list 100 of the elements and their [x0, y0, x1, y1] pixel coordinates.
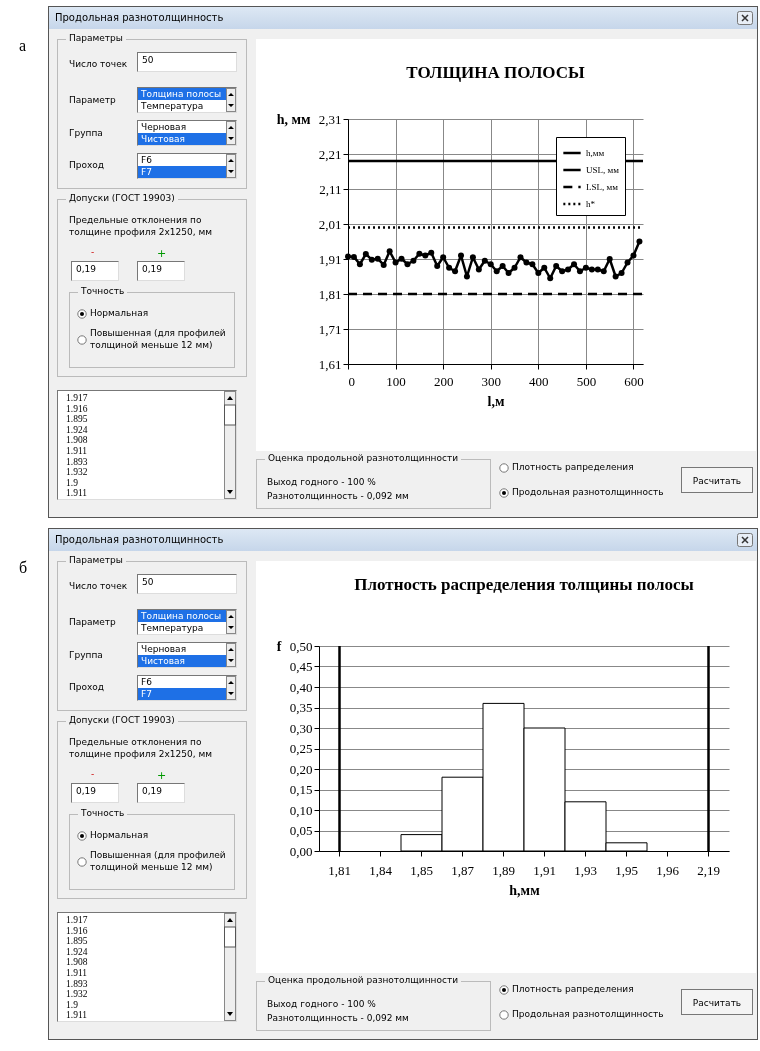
y-tick-label: 0,35 — [289, 700, 313, 715]
text: Предельные отклонения по толщине профиля 2x1250, мм — [69, 214, 214, 238]
text: Число точек — [69, 59, 128, 69]
y-tick-label: 2,21 — [318, 146, 342, 162]
point — [446, 264, 453, 271]
text: Плотность рапределения — [512, 462, 634, 472]
text: Температура — [140, 622, 205, 634]
text: Предельные отклонения по толщине профиля 2x1250, мм — [69, 736, 214, 760]
text: Допуски (ГОСТ 19903) — [66, 193, 178, 203]
point — [594, 266, 601, 273]
text: 1.924 — [66, 424, 88, 435]
y-tick-label: 0,10 — [289, 802, 313, 818]
text: Оценка продольной разнотолщинности — [265, 975, 461, 985]
text: Параметр — [69, 617, 116, 627]
text: Черновая — [140, 121, 188, 133]
y-tick-label: 0,20 — [289, 761, 313, 777]
x-tick-label: 500 — [576, 373, 597, 389]
legend-label: h* — [586, 199, 596, 209]
y-tick-label: 0,30 — [289, 720, 313, 736]
y-tick-label: 0,45 — [289, 659, 313, 674]
x-tick-label: 200 — [433, 373, 454, 389]
point — [428, 249, 435, 256]
text: Продольная разнотолщинность — [55, 11, 224, 25]
y-tick-label: 0,05 — [289, 823, 313, 838]
point — [345, 253, 351, 260]
y-tick-label: 0,25 — [289, 741, 313, 756]
text: Расчитать — [681, 989, 753, 1015]
text: Чистовая — [138, 133, 226, 145]
point — [576, 268, 583, 275]
text: 1.908 — [66, 957, 88, 968]
x-axis-title: h,мм — [509, 882, 541, 898]
text: Группа — [69, 650, 103, 660]
point — [630, 252, 637, 259]
text: Продольная разнотолщинность — [55, 533, 224, 547]
text: - — [91, 769, 95, 779]
x-tick-label: 1,91 — [533, 862, 556, 878]
point — [380, 261, 387, 268]
point — [535, 270, 542, 276]
text: Параметры — [66, 33, 126, 43]
text: Параметры — [66, 555, 126, 565]
point — [398, 255, 405, 262]
point — [458, 252, 464, 259]
text: Группа — [69, 128, 103, 138]
y-tick-label: 1,91 — [318, 251, 342, 267]
text: Черновая — [140, 643, 188, 655]
point — [493, 268, 500, 275]
text: Повышенная (для профилей толщиной меньше 12 мм) — [90, 849, 227, 873]
text: Продольная разнотолщинность — [512, 1009, 664, 1019]
x-tick-label: 1,95 — [615, 862, 638, 878]
legend-label: USL, мм — [586, 165, 620, 175]
text: Допуски (ГОСТ 19903) — [66, 715, 178, 725]
text: 1.916 — [66, 403, 88, 414]
point — [559, 268, 566, 275]
point — [416, 250, 423, 257]
point — [356, 261, 363, 268]
text: 1.893 — [66, 978, 88, 989]
point — [565, 266, 572, 273]
y-tick-label: 2,01 — [318, 216, 342, 232]
x-tick-label: 100 — [386, 373, 406, 389]
text: Нормальная — [90, 308, 149, 318]
point — [523, 259, 530, 266]
point — [386, 248, 393, 255]
text: 1.916 — [66, 925, 88, 936]
point — [481, 257, 488, 264]
point — [469, 254, 476, 261]
point — [463, 273, 470, 280]
point — [529, 261, 536, 268]
chart-title: ТОЛЩИНА ПОЛОСЫ — [406, 63, 586, 82]
text: Точность — [78, 286, 128, 296]
text: 50 — [137, 52, 237, 72]
y-tick-label: 2,11 — [319, 181, 342, 197]
point — [547, 275, 554, 282]
text: а — [19, 37, 27, 55]
text: 50 — [137, 574, 237, 594]
text: 1.908 — [66, 435, 88, 446]
y-tick-label: 2,31 — [318, 111, 342, 127]
point — [499, 263, 506, 269]
point — [362, 251, 369, 258]
text: - — [91, 247, 95, 257]
point — [404, 261, 411, 268]
text: 1.895 — [66, 414, 88, 425]
y-tick-label: 0,15 — [289, 782, 313, 797]
chart-title: Плотность распределения толщины полосы — [354, 575, 694, 594]
point — [475, 266, 482, 273]
text: Разнотолщинность - 0,092 мм — [267, 491, 409, 501]
text: 0,19 — [137, 261, 185, 281]
text: Толщина полосы — [138, 88, 226, 100]
point — [588, 266, 595, 273]
text: Температура — [140, 100, 205, 112]
text: F7 — [138, 688, 226, 700]
y-axis-title: f — [276, 638, 282, 654]
point — [612, 273, 619, 280]
y-tick-label: 0,40 — [289, 679, 313, 695]
text: Продольная разнотолщинность — [512, 487, 664, 497]
y-tick-label: 0,50 — [289, 638, 313, 654]
legend-label: LSL, мм — [586, 182, 619, 192]
text: Повышенная (для профилей толщиной меньше 12 мм) — [90, 327, 227, 351]
text: Точность — [78, 808, 128, 818]
text: 1.911 — [66, 488, 88, 499]
text: F7 — [138, 166, 226, 178]
